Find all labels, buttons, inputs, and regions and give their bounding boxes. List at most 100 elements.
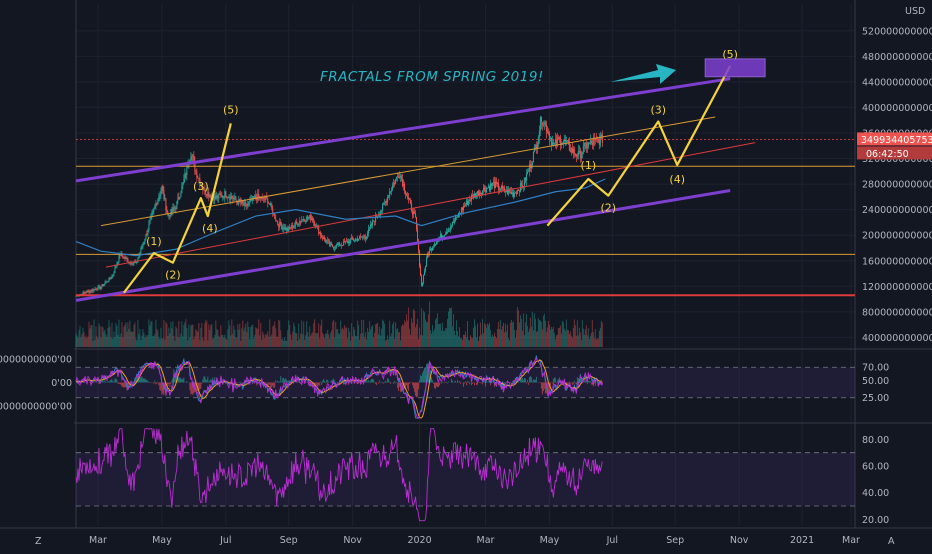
candle [453,218,454,223]
candle [94,287,95,290]
volume-bar [483,333,484,347]
volume-bar [393,322,394,347]
volume-bar [583,329,584,347]
volume-bar [469,340,470,347]
macd-histogram-bar [202,379,203,382]
macd-histogram-bar [528,382,529,384]
candle [320,231,321,240]
volume-bar [283,341,284,347]
target-box[interactable] [705,59,765,77]
candle [566,137,567,146]
candle [321,233,322,238]
candle [106,281,107,282]
volume-bar [572,338,573,347]
macd-histogram-bar [521,379,522,383]
volume-bar [297,341,298,347]
volume-bar [216,329,217,347]
volume-bar [451,308,452,347]
volume-bar [282,339,283,347]
volume-bar [266,335,267,347]
macd-histogram-bar [105,382,106,383]
volume-bar [149,325,150,347]
candle [356,239,357,242]
candle [448,227,449,232]
candle [379,212,380,217]
volume-bar [239,324,240,347]
volume-bar [209,330,210,347]
candle [533,151,534,163]
volume-bar [487,324,488,347]
time-tick-label: Nov [730,535,749,546]
volume-bar [510,323,511,347]
candle [519,190,520,197]
macd-histogram-bar [435,382,436,388]
candle [510,187,511,194]
price-tick-label: 12000000000000'00 [862,282,932,293]
volume-bar [188,324,189,347]
macd-histogram-bar [585,380,586,383]
volume-bar [185,319,186,347]
macd-histogram-bar [523,380,524,382]
macd-histogram-bar [190,382,191,394]
volume-bar [272,326,273,347]
macd-histogram-bar [142,378,143,382]
volume-bar [203,341,204,347]
volume-bar [141,336,142,347]
macd-histogram-bar [109,381,110,383]
volume-bar [160,328,161,347]
volume-bar [88,322,89,347]
candle [544,120,545,130]
candle [288,226,289,232]
volume-bar [215,320,216,347]
candle [417,225,418,244]
volume-bar [140,340,141,347]
volume-bar [184,322,185,347]
candle [291,223,292,230]
volume-bar [368,332,369,347]
macd-histogram-bar [368,380,369,382]
volume-bar [435,320,436,347]
volume-bar [183,325,184,347]
candle [100,287,101,291]
candle [532,161,533,169]
candle [471,193,472,205]
macd-histogram-bar [487,382,488,383]
volume-bar [279,321,280,347]
macd-histogram-bar [120,382,121,384]
volume-bar [200,328,201,347]
macd-histogram-bar [179,377,180,382]
volume-bar [389,321,390,347]
volume-bar [377,323,378,347]
macd-histogram-bar [144,379,145,383]
volume-bar [485,325,486,347]
macd-histogram-bar [512,381,513,382]
candle [574,146,575,158]
volume-bar [137,320,138,347]
macd-histogram-bar [577,377,578,382]
volume-bar [355,336,356,347]
volume-bar [174,341,175,347]
macd-histogram-bar [283,378,284,383]
price-tick-label: 28000000000000'00 [862,180,932,191]
volume-bar [448,311,449,347]
volume-bar [182,336,183,347]
candle [496,177,497,186]
volume-bar [138,334,139,347]
volume-bar [493,336,494,347]
candle [348,238,349,246]
volume-bar [310,336,311,347]
candle [337,242,338,245]
volume-bar [212,339,213,347]
volume-bar [271,334,272,347]
volume-bar [191,325,192,347]
volume-bar [328,334,329,347]
macd-histogram-bar [153,382,154,383]
candle [111,274,112,279]
candle [127,257,128,262]
macd-histogram-bar [464,382,465,383]
candle [554,143,555,145]
macd-secondary-tick-label: 50.00 [862,376,889,387]
macd-histogram-bar [121,382,122,386]
volume-bar [472,338,473,347]
